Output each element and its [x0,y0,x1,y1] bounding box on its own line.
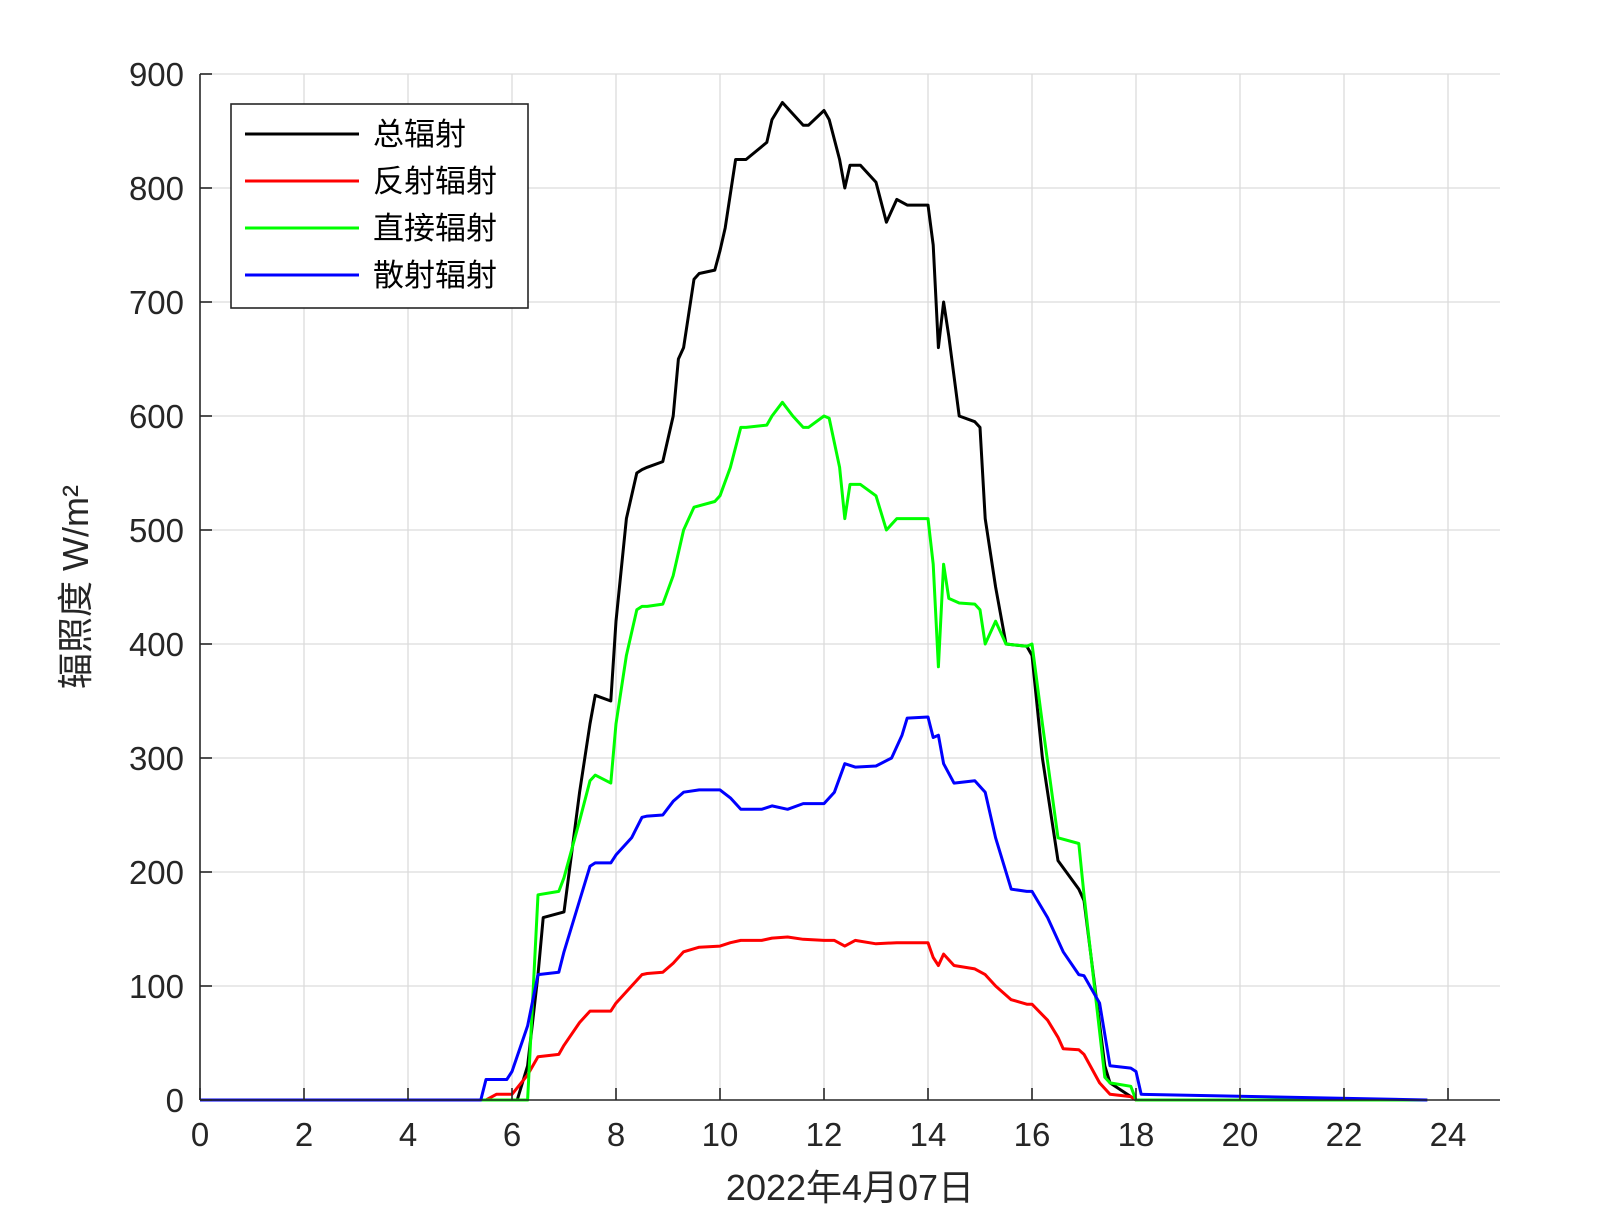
y-tick-label: 400 [129,626,184,663]
x-tick-label: 24 [1430,1116,1467,1153]
y-tick-label: 0 [166,1082,184,1119]
x-tick-label: 14 [910,1116,947,1153]
y-tick-label: 100 [129,968,184,1005]
y-axis-label: 辐照度 W/m² [55,485,96,689]
legend-label-3: 散射辐射 [373,258,497,293]
y-tick-label: 900 [129,56,184,93]
y-tick-label: 600 [129,398,184,435]
y-tick-label: 200 [129,854,184,891]
series-line-1 [200,935,1428,1102]
x-axis-label: 2022年4月07日 [726,1167,974,1208]
legend-label-2: 直接辐射 [373,211,497,246]
tick-labels: 0 2 4 6 8 10 12 14 16 18 20 22 240100200300400500600… [129,56,1466,1153]
x-tick-label: 22 [1326,1116,1363,1153]
axes [199,73,1500,1101]
x-tick-label: 6 [503,1116,521,1153]
series-line-3 [200,715,1428,1102]
x-tick-label: 8 [607,1116,625,1153]
x-tick-label: 0 [191,1116,209,1153]
x-tick-label: 18 [1118,1116,1155,1153]
x-tick-label: 16 [1014,1116,1051,1153]
series-line-0 [200,101,1428,1102]
y-tick-label: 300 [129,740,184,777]
x-tick-label: 12 [806,1116,843,1153]
x-tick-label: 4 [399,1116,417,1153]
x-tick-label: 10 [702,1116,739,1153]
y-tick-label: 700 [129,284,184,321]
series-line-2 [200,400,1428,1102]
legend-label-1: 反射辐射 [373,164,497,199]
legend-label-0: 总辐射 [373,117,466,152]
y-tick-label: 500 [129,512,184,549]
x-tick-label: 20 [1222,1116,1259,1153]
y-tick-label: 800 [129,170,184,207]
x-tick-label: 2 [295,1116,313,1153]
series-lines [200,101,1428,1102]
